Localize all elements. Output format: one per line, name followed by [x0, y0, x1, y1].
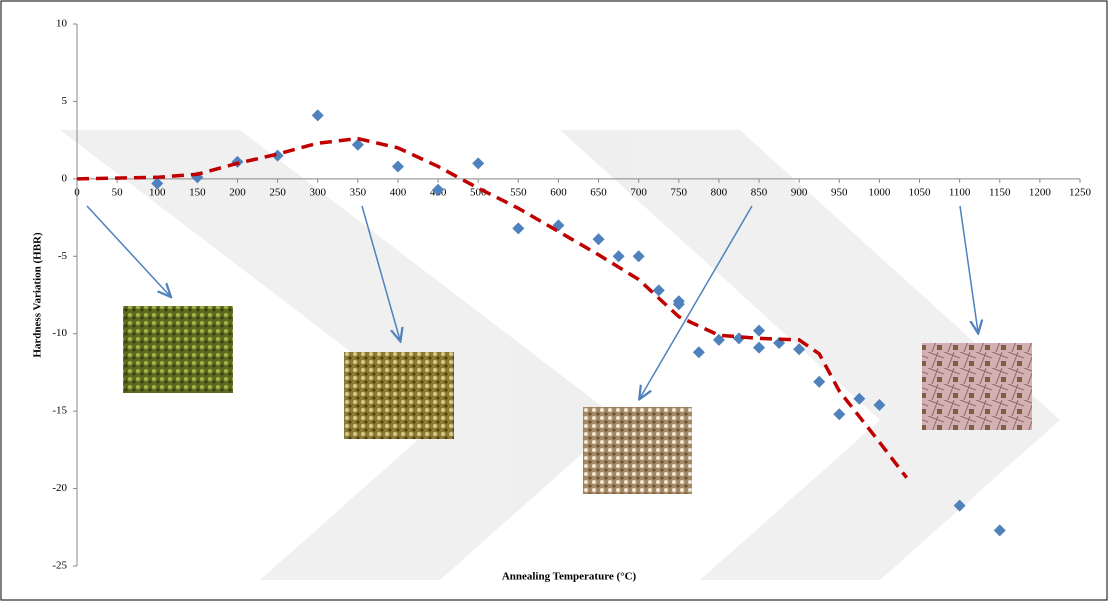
- x-tick-label: 600: [550, 186, 567, 198]
- x-tick-label: 0: [74, 186, 80, 198]
- x-tick-label: 1000: [868, 186, 891, 198]
- x-tick-label: 150: [189, 186, 206, 198]
- x-tick-label: 1200: [1029, 186, 1052, 198]
- x-tick-label: 300: [309, 186, 326, 198]
- x-tick-label: 550: [510, 186, 527, 198]
- x-tick-label: 50: [112, 186, 124, 198]
- x-tick-label: 250: [269, 186, 286, 198]
- y-tick-label: -15: [52, 405, 67, 417]
- x-tick-label: 350: [350, 186, 367, 198]
- x-axis-label: Annealing Temperature (°C): [502, 571, 637, 583]
- x-tick-label: 200: [229, 186, 246, 198]
- x-tick-label: 650: [590, 186, 607, 198]
- y-axis-label: Hardness Variation (HBR): [32, 232, 44, 358]
- x-tick-label: 850: [751, 186, 768, 198]
- y-tick-label: -10: [52, 327, 67, 339]
- chart: Annealing Temperature (°C) Hardness Vari…: [0, 0, 1108, 601]
- x-tick-label: 950: [831, 186, 848, 198]
- x-tick-label: 900: [791, 186, 808, 198]
- y-tick-label: 0: [62, 172, 68, 184]
- x-tick-label: 750: [671, 186, 688, 198]
- y-tick-label: 5: [62, 95, 68, 107]
- x-tick-label: 1050: [909, 186, 932, 198]
- y-tick-label: -5: [58, 250, 68, 262]
- y-tick-label: -25: [52, 560, 67, 572]
- y-tick-label: 10: [56, 18, 68, 30]
- x-tick-label: 1250: [1069, 186, 1092, 198]
- y-tick-label: -20: [52, 482, 67, 494]
- x-tick-label: 1150: [989, 186, 1011, 198]
- x-tick-label: 400: [390, 186, 407, 198]
- x-tick-label: 800: [711, 186, 728, 198]
- x-tick-label: 700: [630, 186, 647, 198]
- x-tick-label: 1100: [949, 186, 971, 198]
